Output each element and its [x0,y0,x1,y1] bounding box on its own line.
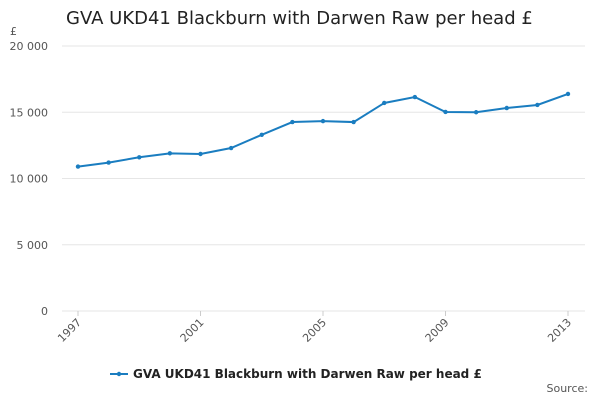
point [228,145,234,151]
point [106,160,111,165]
x-tick-label: 2009 [423,316,452,345]
legend-label: GVA UKD41 Blackburn with Darwen Raw per … [133,367,482,381]
x-tick-label: 2013 [545,316,574,345]
source: Source: [547,382,589,395]
line [77,93,569,168]
y-tick-label: 0 [41,305,48,318]
point [320,118,326,124]
point [75,164,81,169]
x-tick-label: 1997 [55,316,84,345]
y-tick-label: 5 000 [17,239,49,252]
point [351,119,356,125]
point [565,91,571,97]
legend-marker [116,371,122,377]
point [504,105,509,111]
point [535,102,540,108]
point [412,94,418,100]
x-tick-label: 2001 [178,316,207,345]
point [443,109,448,115]
point [167,151,173,156]
y-tick-label: 15 000 [10,106,49,119]
y-tick-label: 10 000 [10,173,49,186]
chart-title: GVA UKD41 Blackburn with Darwen Raw per … [66,8,533,29]
x-tick-label: 2005 [300,316,329,345]
point [198,151,203,157]
point [290,119,295,125]
point [137,155,142,160]
y-tick-label: 20 000 [10,40,49,53]
point [259,132,264,137]
point [382,100,387,106]
y-unit: £ [10,25,17,38]
point [473,110,479,115]
